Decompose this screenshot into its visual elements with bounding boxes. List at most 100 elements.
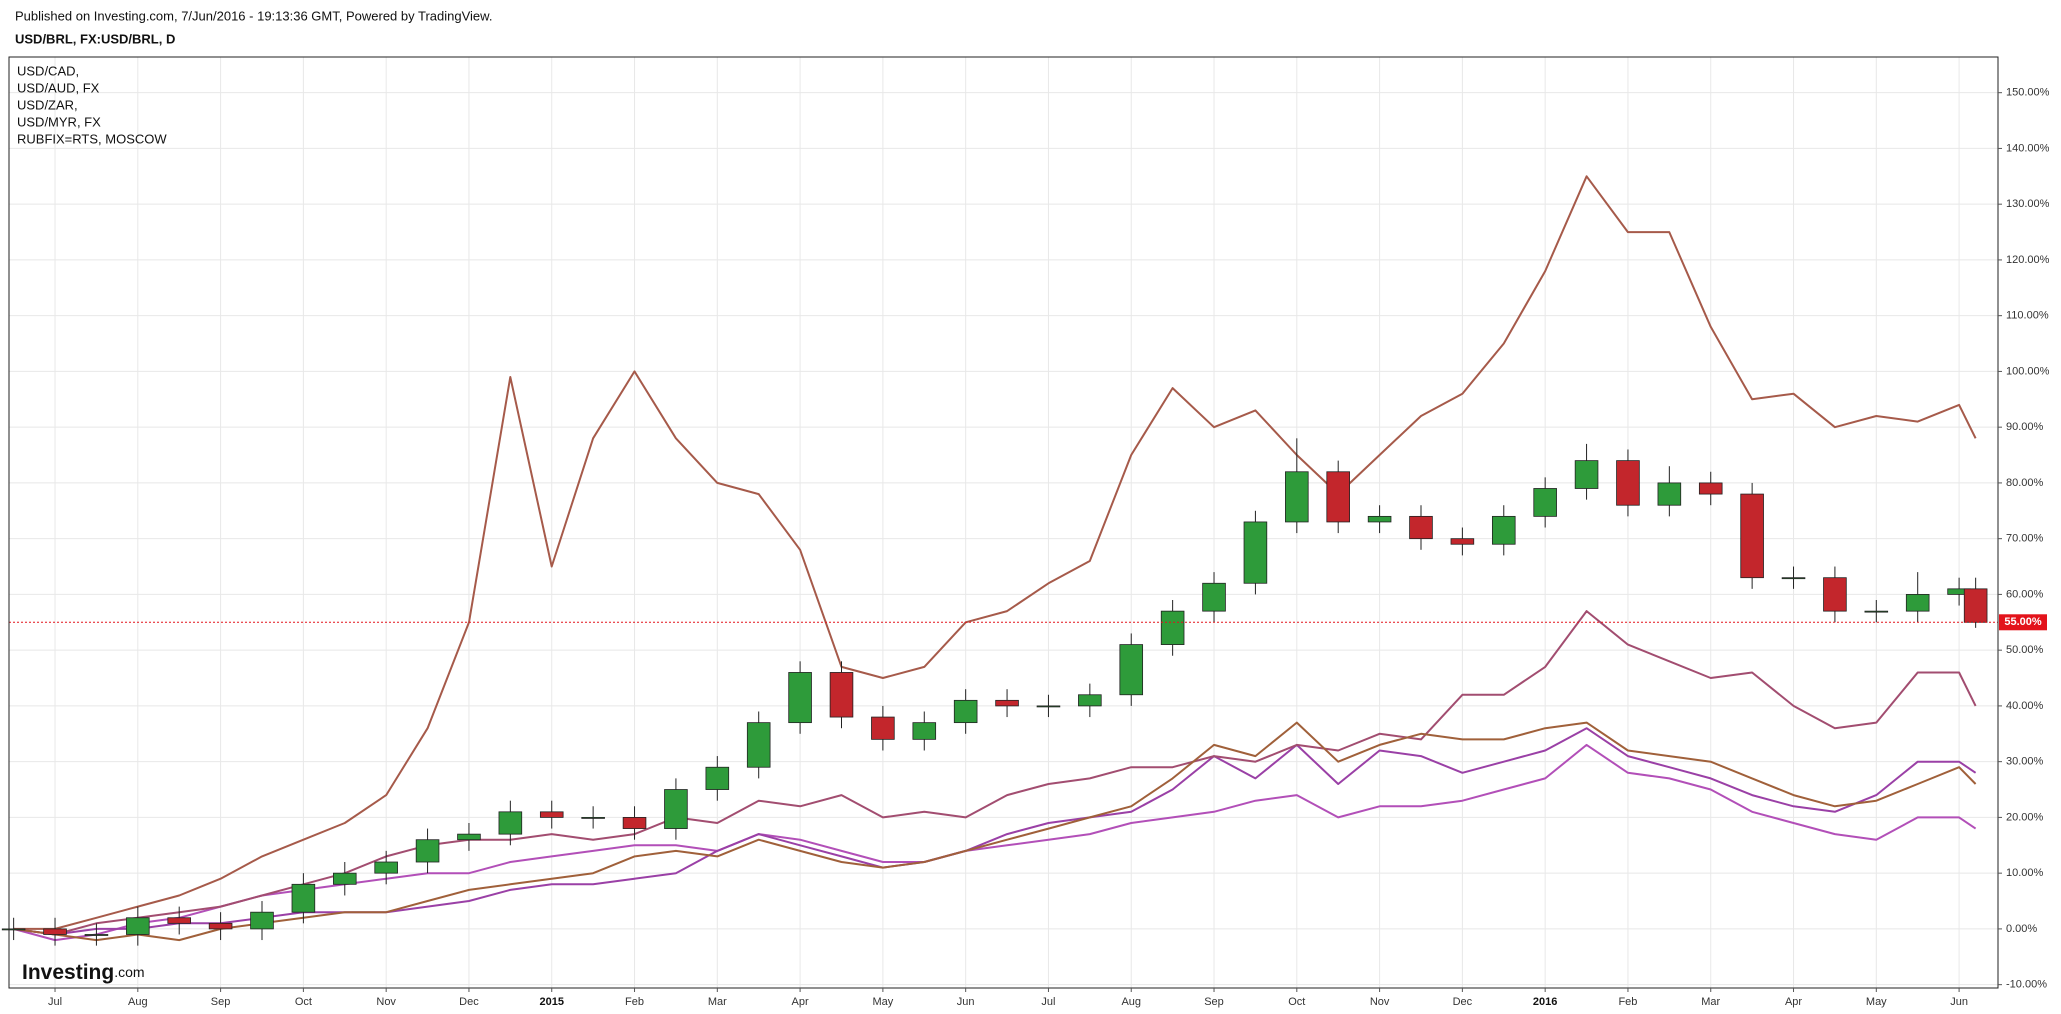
candle-body [871, 716, 895, 740]
x-tick-label: Jul [48, 996, 62, 1008]
candle-body [1533, 488, 1557, 517]
candle-body [1491, 515, 1516, 545]
logo-name: Investing [22, 961, 114, 984]
x-tick-label: Aug [1121, 996, 1141, 1008]
candle-body [622, 817, 647, 829]
candle-body [1864, 610, 1889, 613]
candle-body [415, 839, 440, 863]
candle-body [705, 766, 730, 790]
candle-body [208, 922, 233, 930]
labels: -10.00% 0.00% 10.00% 20.00% 30.00% 40.00% 50.0… [17, 63, 2050, 1007]
x-tick-label: Jun [957, 996, 975, 1008]
x-tick-label: Jul [1041, 996, 1055, 1008]
x-tick-label: Nov [1370, 996, 1390, 1008]
y-tick-label: 110.00% [2006, 310, 2049, 322]
y-tick-label: 100.00% [2006, 365, 2050, 377]
candle-body [457, 833, 481, 841]
x-tick-label: Apr [1785, 996, 1802, 1008]
candle-body [374, 861, 398, 874]
candle-body [1409, 515, 1433, 540]
grid [9, 57, 1998, 988]
published-note: Published on Investing.com, 7/Jun/2016 -… [15, 8, 492, 23]
x-tick-label: Apr [792, 996, 809, 1008]
symbol-title: USD/BRL, FX:USD/BRL, D [15, 31, 175, 46]
x-tick-label: Sep [211, 996, 231, 1008]
y-tick-label: 120.00% [2006, 254, 2050, 266]
candle-body [912, 722, 937, 740]
y-tick-label: 150.00% [2006, 87, 2050, 99]
y-tick-label: 40.00% [2006, 700, 2044, 712]
y-tick-label: 20.00% [2006, 811, 2044, 823]
x-tick-label: Mar [708, 996, 727, 1008]
y-tick-label: 80.00% [2006, 477, 2044, 489]
series-line [13, 175, 1977, 930]
candle-body [250, 911, 274, 930]
x-tick-label: Aug [128, 996, 148, 1008]
y-tick-label: 90.00% [2006, 421, 2044, 433]
candle-body [1326, 471, 1350, 523]
candle-body [1367, 515, 1392, 523]
candle-body [126, 917, 150, 935]
candle-body [1160, 610, 1185, 645]
candle-body [1078, 694, 1102, 707]
logo: Investing.com [22, 961, 145, 984]
candle-body [1698, 482, 1723, 495]
candle-body [746, 722, 771, 768]
candle-body [788, 672, 812, 724]
x-tick-label: 2015 [539, 996, 563, 1008]
candle-body [1657, 482, 1682, 506]
x-tick-label: Mar [1701, 996, 1720, 1008]
plot-border [8, 56, 1999, 989]
candle-body [1243, 521, 1268, 584]
candle-body [953, 699, 978, 724]
candle-body [539, 811, 564, 818]
x-tick-label: Nov [376, 996, 396, 1008]
series-line [13, 721, 1977, 942]
legend-entry: USD/MYR, FX [17, 114, 101, 129]
candle-body [1823, 577, 1847, 612]
x-tick-label: Feb [1618, 996, 1637, 1008]
candle-body [43, 928, 67, 935]
y-tick-label: -10.00% [2006, 979, 2047, 991]
candle-body [1036, 705, 1061, 708]
price-label-box [1999, 614, 2047, 631]
candle-body [1905, 594, 1930, 612]
candle-body [84, 934, 109, 936]
candle-body [581, 817, 605, 819]
candle-body [1963, 588, 1988, 623]
x-tick-label: Oct [295, 996, 312, 1008]
price-label: 55.00% [2004, 616, 2042, 628]
y-tick-label: 60.00% [2006, 588, 2044, 600]
x-tick-label: 2016 [1533, 996, 1557, 1008]
x-tick-label: May [1866, 996, 1887, 1008]
x-tick-label: Dec [1453, 996, 1473, 1008]
logo-suffix: .com [114, 964, 144, 980]
legend-entry: USD/AUD, FX [17, 80, 100, 95]
x-tick-label: Dec [459, 996, 479, 1008]
candle-body [1202, 582, 1226, 612]
candle-body [1781, 577, 1806, 580]
y-tick-label: 70.00% [2006, 533, 2044, 545]
candle-body [1450, 538, 1475, 545]
x-tick-label: Feb [625, 996, 644, 1008]
candle-body [995, 699, 1019, 707]
legend-entry: RUBFIX=RTS, MOSCOW [17, 131, 167, 146]
candle-body [1740, 493, 1764, 579]
y-tick-label: 50.00% [2006, 644, 2044, 656]
plot [1, 175, 1998, 946]
y-tick-label: 130.00% [2006, 198, 2050, 210]
candle-body [1574, 460, 1599, 489]
candle-body [498, 811, 523, 835]
candle-body [1, 928, 26, 931]
y-tick-label: 10.00% [2006, 867, 2044, 879]
legend-entry: USD/ZAR, [17, 97, 78, 112]
candle-body [291, 883, 316, 913]
candle-body [1119, 644, 1144, 696]
candle-body [332, 872, 357, 885]
candle-body [829, 672, 854, 718]
candle-body [1285, 471, 1309, 523]
x-tick-label: Jun [1950, 996, 1968, 1008]
legend-entry: USD/CAD, [17, 63, 79, 78]
